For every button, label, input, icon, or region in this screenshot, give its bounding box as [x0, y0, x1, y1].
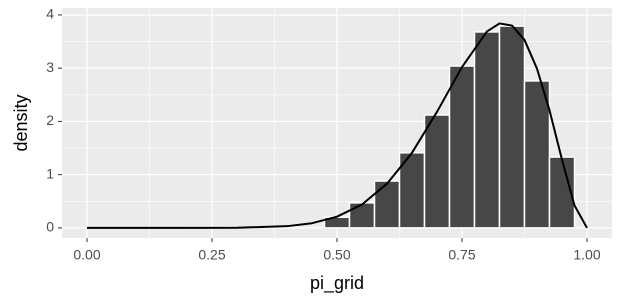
bar	[523, 80, 551, 229]
x-tick-label: 0.50	[323, 247, 350, 263]
y-tick-label: 3	[46, 59, 54, 75]
bar	[448, 65, 476, 229]
bar	[348, 202, 376, 229]
density-curve	[87, 22, 588, 229]
bar	[498, 25, 526, 229]
x-axis-title: pi_grid	[310, 273, 364, 294]
x-tick-label: 0.25	[198, 247, 225, 263]
y-tick-label: 2	[46, 112, 54, 128]
x-tick-label: 1.00	[573, 247, 600, 263]
y-tick-label: 4	[46, 6, 54, 22]
bar	[473, 31, 501, 229]
bar	[423, 114, 451, 229]
y-tick-label: 1	[46, 165, 54, 181]
bar	[373, 180, 401, 229]
y-axis-title: density	[11, 94, 31, 151]
x-tick-label: 0.75	[448, 247, 475, 263]
x-tick-label: 0.00	[73, 247, 100, 263]
y-tick-label: 0	[46, 219, 54, 235]
